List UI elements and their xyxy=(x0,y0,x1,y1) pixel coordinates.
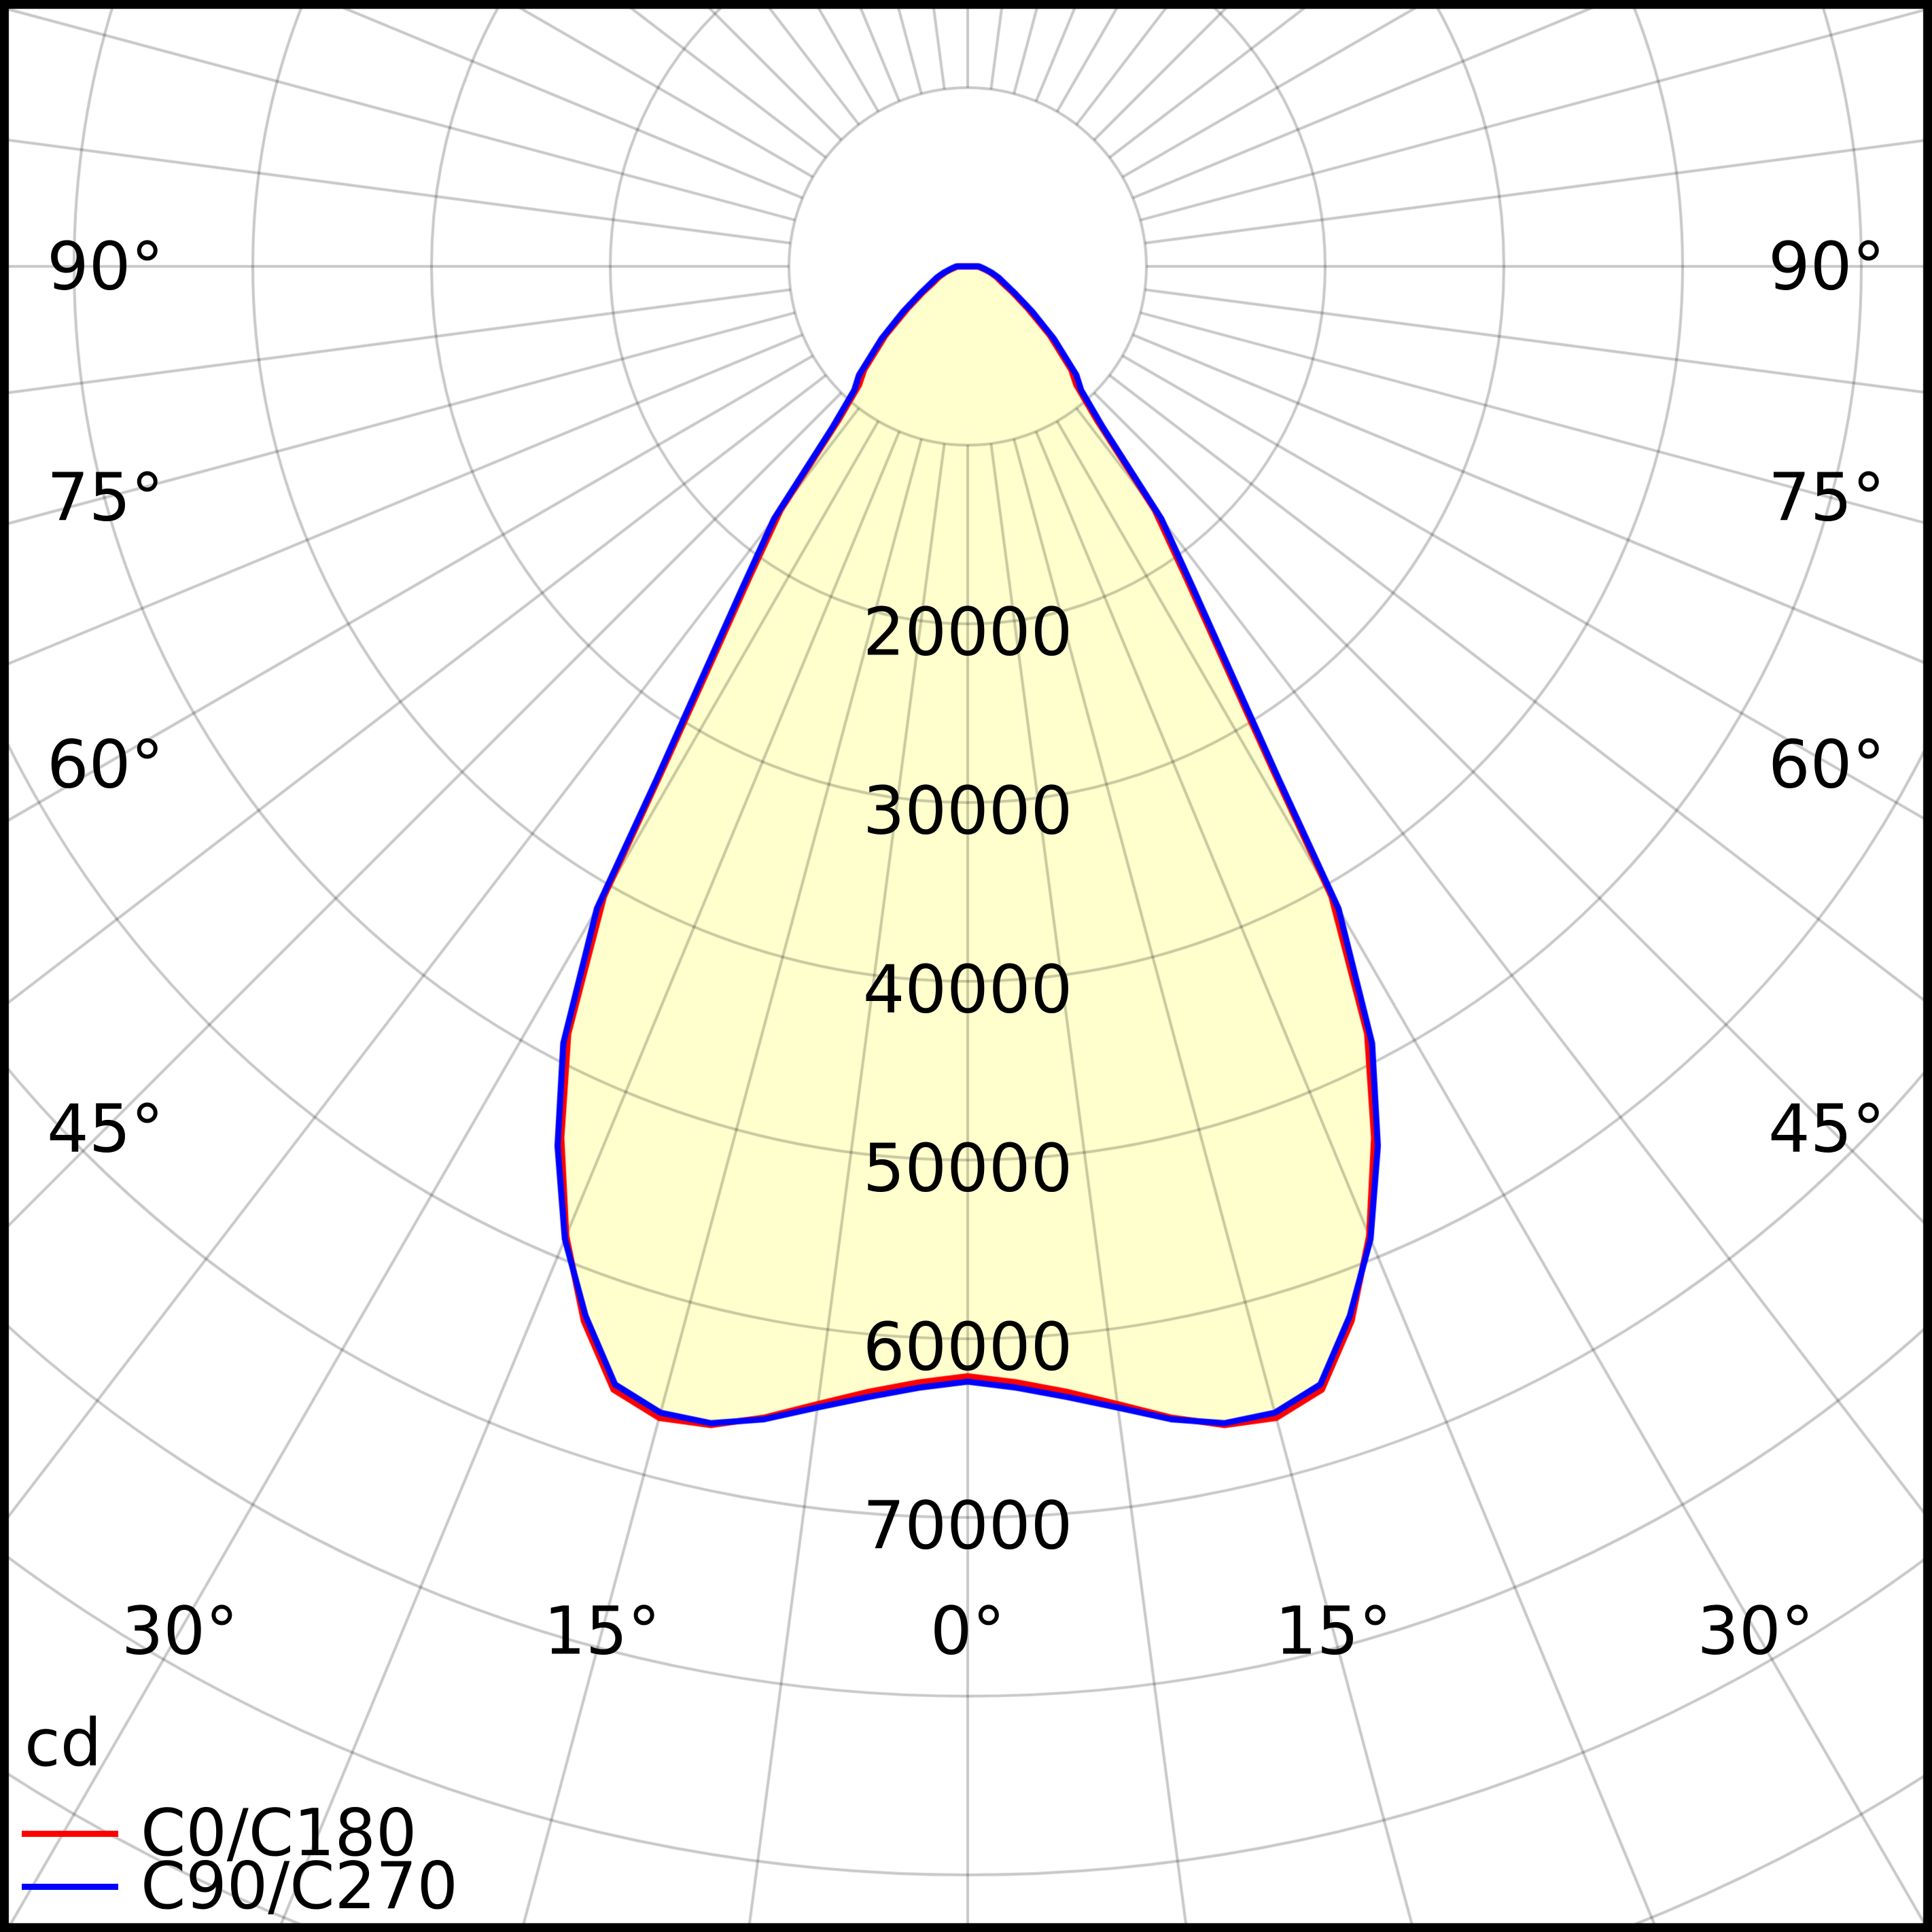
gamma-label-left-90: 90° xyxy=(47,228,164,305)
intensity-ring-label-30000: 30000 xyxy=(862,772,1073,849)
gamma-label-bottom-15: 15° xyxy=(1275,1592,1392,1670)
gamma-label-bottom-0: 0° xyxy=(930,1592,1006,1670)
intensity-ring-label-50000: 50000 xyxy=(862,1129,1073,1207)
intensity-ring-label-40000: 40000 xyxy=(862,951,1073,1028)
gamma-label-left-75: 75° xyxy=(47,459,164,536)
intensity-ring-label-20000: 20000 xyxy=(862,593,1073,671)
intensity-ring-label-70000: 70000 xyxy=(862,1487,1073,1564)
gamma-label-left-60: 60° xyxy=(47,726,164,803)
gamma-label-bottom--15: 15° xyxy=(543,1592,661,1670)
gamma-label-bottom--30: 30° xyxy=(121,1592,239,1670)
gamma-label-right-90: 90° xyxy=(1768,228,1885,305)
gamma-label-right-45: 45° xyxy=(1768,1090,1885,1167)
gamma-label-right-60: 60° xyxy=(1768,726,1885,803)
intensity-ring-label-60000: 60000 xyxy=(862,1308,1073,1386)
gamma-label-left-45: 45° xyxy=(47,1090,164,1167)
gamma-label-bottom-30: 30° xyxy=(1697,1592,1814,1670)
gamma-label-right-75: 75° xyxy=(1768,459,1885,536)
